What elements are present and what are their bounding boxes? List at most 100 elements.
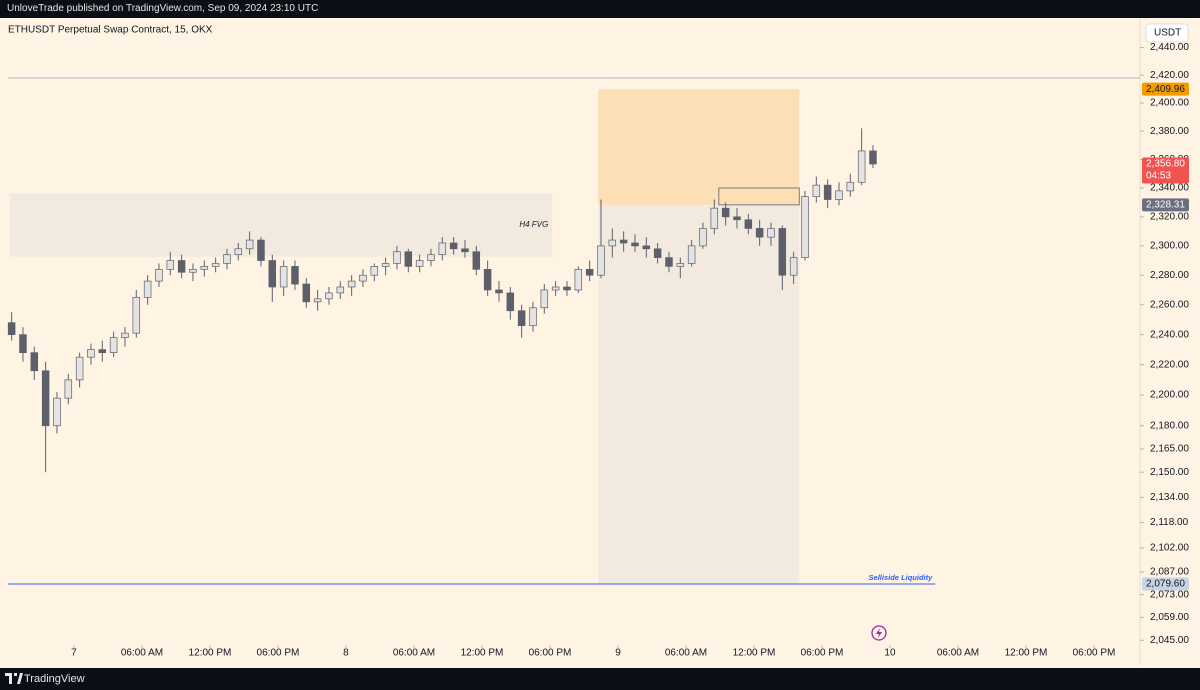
candle-body: [404, 251, 413, 267]
y-tick-label: 2,059.00: [1150, 612, 1189, 623]
candle-body: [200, 266, 209, 270]
y-tick-label: 2,134.00: [1150, 492, 1189, 503]
zone-label: H4 FVG: [519, 220, 548, 229]
candle-body: [268, 260, 277, 288]
candle-body: [98, 349, 107, 353]
footer-bar: TradingView: [0, 668, 1200, 690]
y-tick-label: 2,440.00: [1150, 42, 1189, 53]
candle-body: [291, 266, 299, 285]
y-tick-label: 2,220.00: [1150, 359, 1189, 370]
candle-body: [279, 266, 288, 288]
x-tick-label: 06:00 AM: [121, 648, 163, 659]
candle-body: [529, 307, 537, 326]
candle-body: [30, 352, 39, 372]
y-tick-label: 2,102.00: [1150, 543, 1189, 554]
candle-body: [53, 397, 61, 427]
candle-body: [517, 310, 526, 326]
candle-body: [143, 280, 152, 298]
y-tick-label: 2,087.00: [1150, 567, 1189, 578]
x-tick-label: 12:00 PM: [733, 648, 776, 659]
candle-body: [189, 268, 197, 273]
candle-body: [461, 248, 469, 253]
price-label-bg: [1142, 157, 1189, 184]
countdown: 04:53: [1146, 171, 1171, 182]
candle-body: [835, 190, 843, 200]
candle-body: [336, 286, 345, 294]
candle-body: [427, 254, 435, 261]
candle-body: [687, 245, 696, 264]
y-tick-label: 2,400.00: [1150, 98, 1189, 109]
candle-body: [223, 254, 231, 264]
candle-body: [109, 337, 118, 353]
y-tick-label: 2,340.00: [1150, 183, 1189, 194]
footer-brand: TradingView: [24, 673, 85, 685]
y-tick-label: 2,300.00: [1150, 241, 1189, 252]
candle-body: [665, 257, 673, 267]
y-tick-label: 2,073.00: [1150, 589, 1189, 600]
candle-body: [597, 245, 605, 276]
candle-body: [121, 332, 129, 338]
candle-body: [733, 216, 741, 221]
y-tick-label: 2,165.00: [1150, 444, 1189, 455]
y-tick-label: 2,180.00: [1150, 420, 1189, 431]
zone: [598, 89, 800, 205]
currency-box: [1145, 23, 1189, 43]
candle-body: [857, 150, 866, 183]
y-tick-label: 2,045.00: [1150, 635, 1189, 646]
candle-body: [744, 219, 753, 229]
candle-body: [869, 150, 877, 165]
currency: USDT: [1154, 28, 1181, 39]
candle-body: [631, 242, 639, 247]
candle-body: [438, 242, 447, 256]
price-label-bg: [1142, 82, 1189, 96]
candle-body: [642, 245, 651, 250]
candle-body: [449, 242, 458, 250]
price-label-bg: [1142, 577, 1189, 591]
candle-body: [608, 239, 617, 247]
box: [718, 187, 800, 206]
candle-body: [846, 181, 855, 192]
candle-body: [755, 228, 764, 238]
publisher-line: UnloveTrade published on TradingView.com…: [7, 3, 319, 14]
y-tick-label: 2,240.00: [1150, 329, 1189, 340]
candle-body: [302, 283, 311, 303]
x-tick-label: 06:00 PM: [257, 648, 300, 659]
candle-body: [823, 184, 832, 200]
x-tick-label: 7: [71, 648, 77, 659]
candle-body: [710, 207, 719, 229]
x-tick-label: 12:00 PM: [1005, 648, 1048, 659]
x-tick-label: 10: [884, 648, 896, 659]
candle-body: [393, 251, 401, 264]
price-label: 2,079.60: [1146, 579, 1185, 590]
candle-body: [619, 239, 628, 244]
candle-body: [245, 239, 254, 250]
candle-body: [177, 260, 186, 273]
candle-body: [506, 292, 515, 312]
x-tick-label: 8: [343, 648, 349, 659]
candle-body: [551, 286, 560, 291]
candle-body: [483, 268, 492, 291]
candle-body: [370, 266, 379, 276]
chart: ETHUSDT Perpetual Swap Contract, 15, OKX…: [0, 18, 1200, 668]
y-tick-label: 2,150.00: [1150, 467, 1189, 478]
y-tick-label: 2,420.00: [1150, 70, 1189, 81]
price-label: 2,409.96: [1146, 84, 1185, 95]
tv-logo: [5, 673, 23, 684]
x-tick-label: 06:00 AM: [665, 648, 707, 659]
candle-body: [472, 251, 481, 270]
x-tick-label: 06:00 PM: [1073, 648, 1116, 659]
candle-body: [211, 263, 220, 267]
y-tick-label: 2,260.00: [1150, 299, 1189, 310]
candle-body: [721, 207, 730, 218]
candle-body: [7, 322, 16, 335]
candle-body: [415, 260, 424, 267]
symbol-title: ETHUSDT Perpetual Swap Contract, 15, OKX: [8, 25, 213, 36]
candle-body: [563, 286, 571, 291]
candle-body: [325, 292, 333, 300]
candle-body: [585, 268, 594, 276]
candle-body: [155, 268, 163, 282]
candle-body: [676, 263, 685, 267]
candle-body: [540, 289, 549, 309]
candle-body: [64, 379, 73, 399]
